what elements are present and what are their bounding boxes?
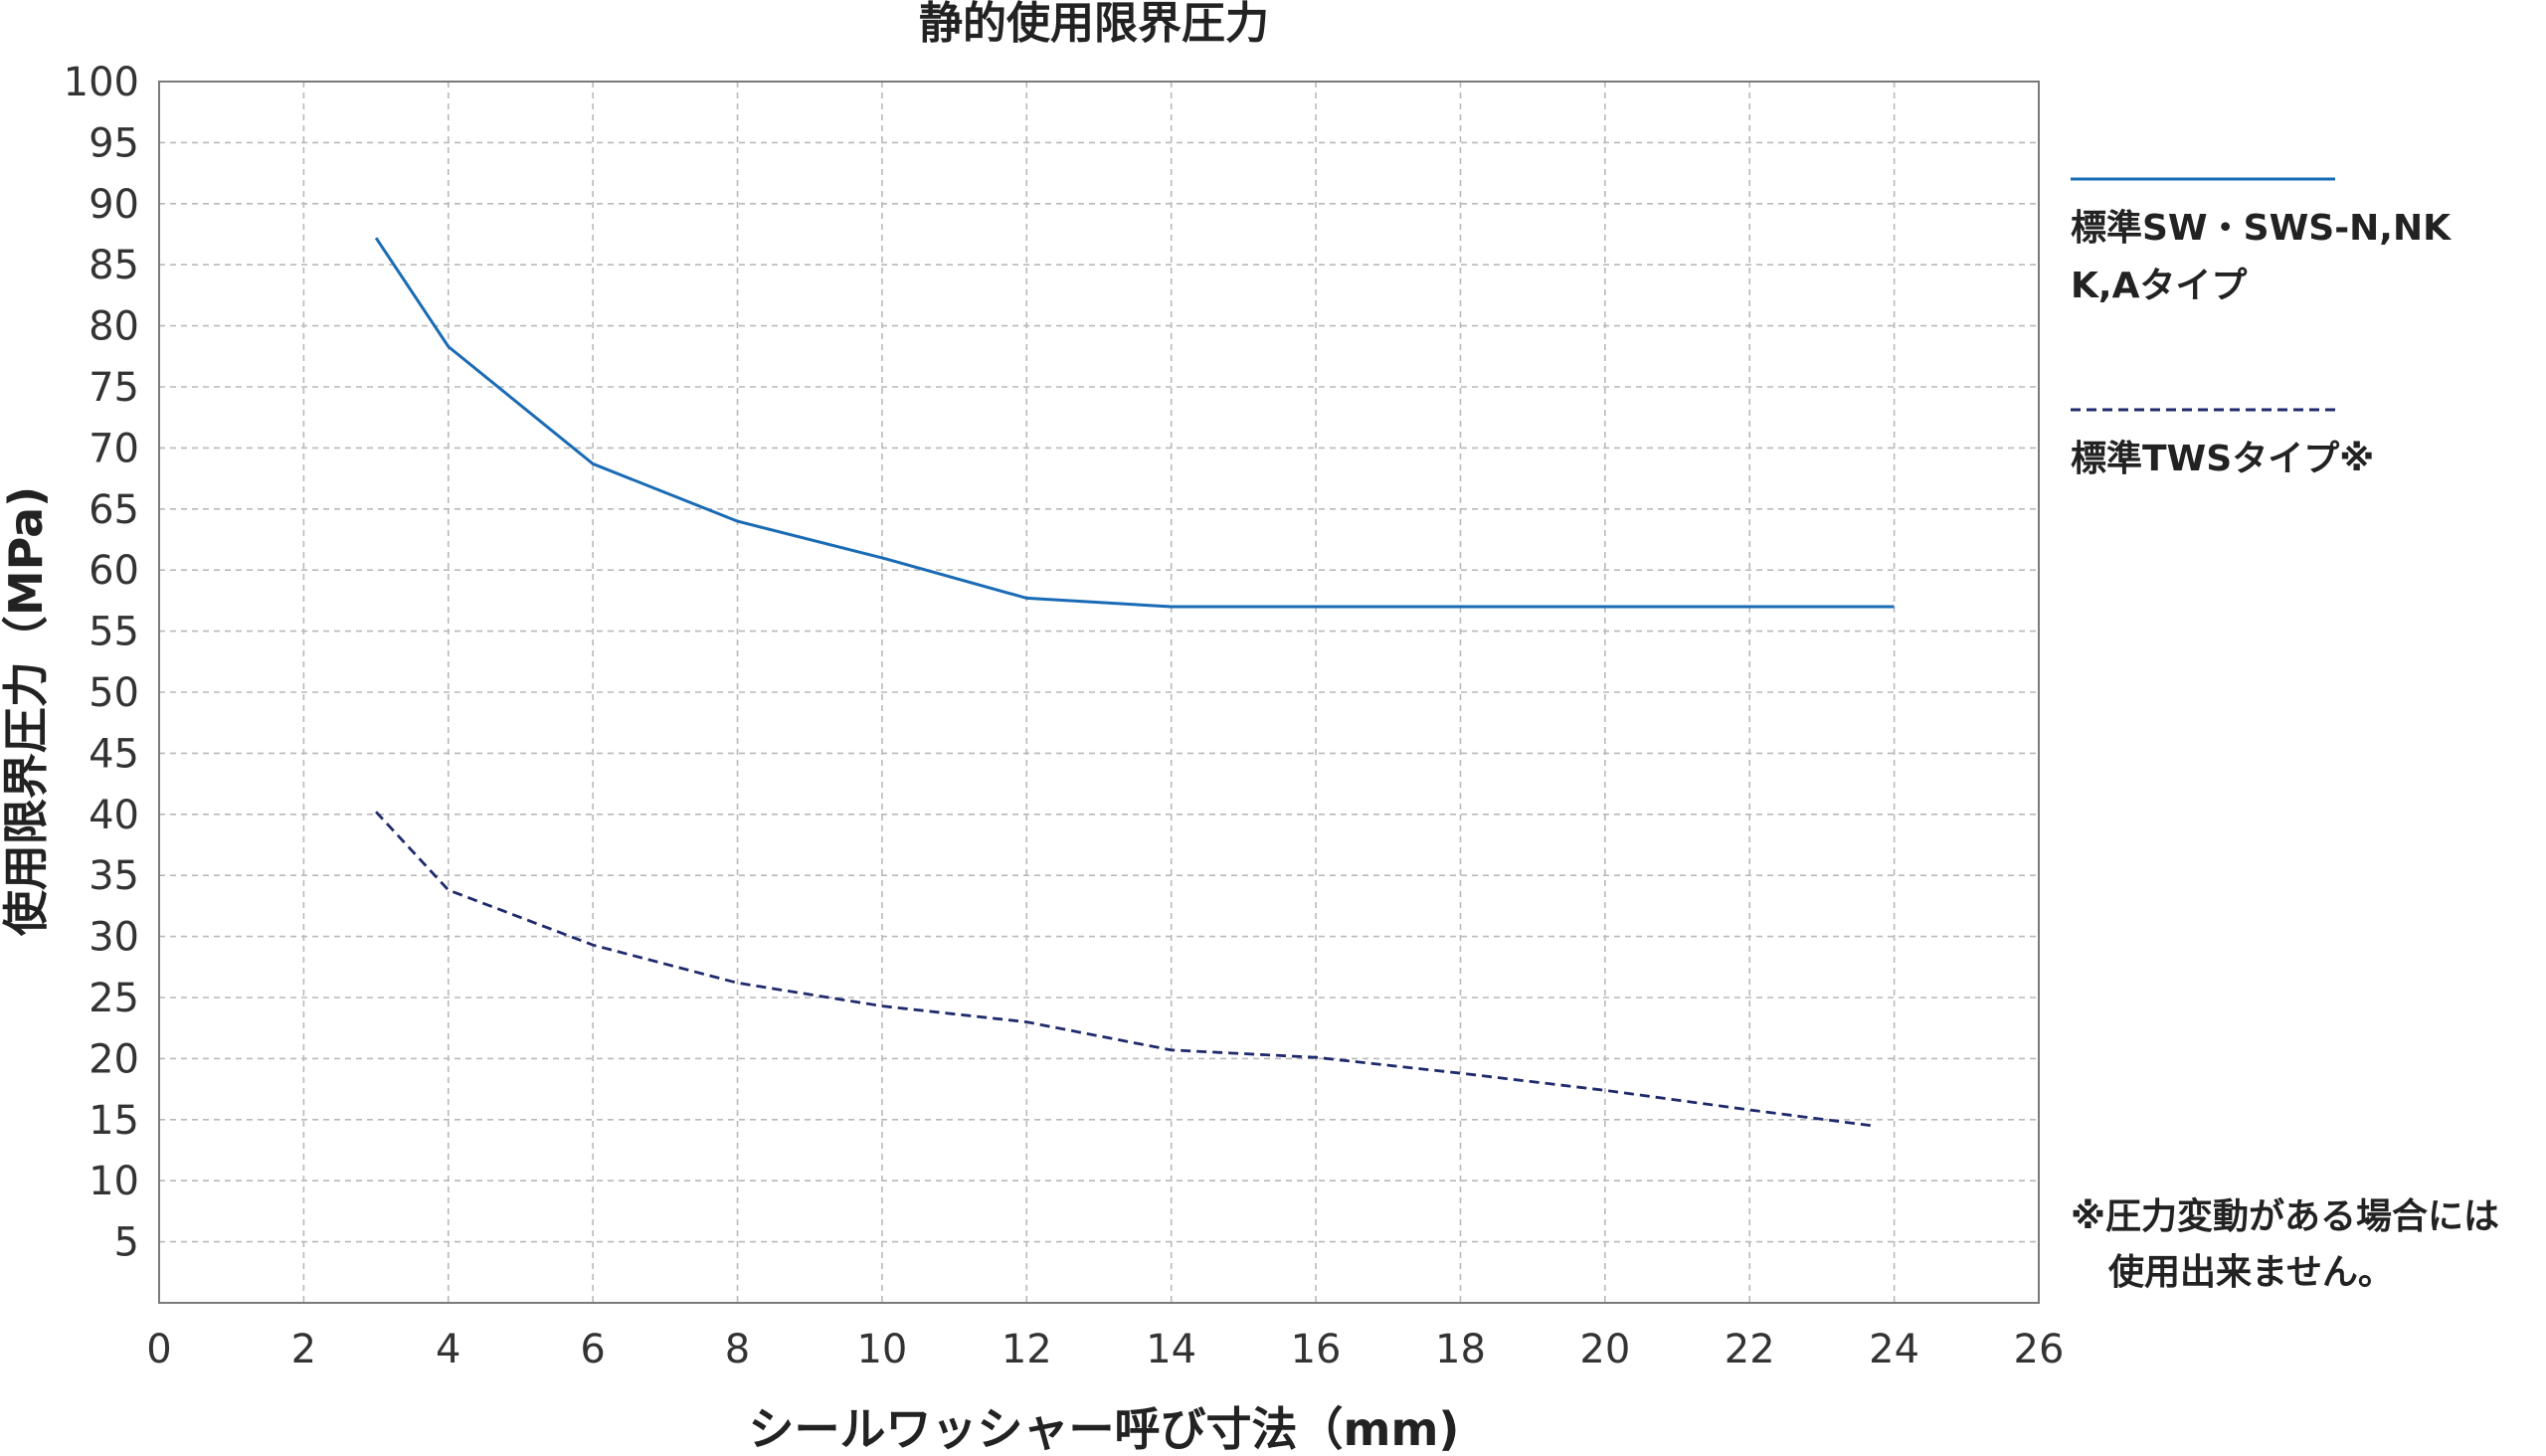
chart-title: 静的使用限界圧力 xyxy=(919,0,1269,49)
y-tick-label: 15 xyxy=(89,1098,139,1144)
series-lines xyxy=(374,237,1895,1128)
y-tick-label: 65 xyxy=(89,487,139,533)
x-tick-label: 0 xyxy=(146,1327,171,1372)
y-tick-label: 50 xyxy=(89,670,139,716)
legend-label: K,Aタイプ xyxy=(2071,266,2247,306)
series-line-2 xyxy=(375,811,1873,1128)
y-tick-label: 30 xyxy=(89,915,139,961)
y-axis-label: 使用限界圧力（MPa) xyxy=(0,486,53,936)
x-tick-label: 26 xyxy=(2014,1327,2065,1372)
y-tick-label: 100 xyxy=(64,60,139,105)
y-tick-label: 60 xyxy=(89,548,139,594)
x-tick-label: 16 xyxy=(1291,1327,1342,1372)
x-tick-label: 2 xyxy=(291,1327,316,1372)
x-tick-label: 12 xyxy=(1001,1327,1052,1372)
y-tick-label: 55 xyxy=(89,610,139,655)
y-tick-label: 90 xyxy=(89,182,139,228)
y-tick-label: 75 xyxy=(89,365,139,411)
x-tick-label: 22 xyxy=(1725,1327,1775,1372)
x-tick-label: 14 xyxy=(1146,1327,1196,1372)
y-tick-label: 70 xyxy=(89,426,139,471)
grid-lines xyxy=(159,82,2039,1303)
x-tick-label: 4 xyxy=(436,1327,460,1372)
y-tick-label: 45 xyxy=(89,731,139,777)
x-tick-label: 10 xyxy=(856,1327,907,1372)
y-tick-label: 95 xyxy=(89,120,139,166)
footnote-line: 使用出来ません。 xyxy=(2108,1252,2394,1293)
footnote-line: ※圧力変動がある場合には xyxy=(2071,1195,2499,1237)
y-tick-label: 10 xyxy=(89,1159,139,1204)
y-tick-label: 25 xyxy=(89,976,139,1021)
y-tick-label: 85 xyxy=(89,243,139,288)
x-tick-label: 24 xyxy=(1869,1327,1919,1372)
y-tick-label: 20 xyxy=(89,1036,139,1082)
x-axis-label: シールワッシャー呼び寸法（mm) xyxy=(749,1402,1460,1456)
x-tick-label: 6 xyxy=(580,1327,605,1372)
y-tick-label: 80 xyxy=(89,304,139,350)
series-line-1 xyxy=(374,237,1895,609)
y-tick-labels: 5 10 15 20 25 30 35 40 45 50 55 60 65 70 75 80 85 90 95 100 xyxy=(64,60,139,1266)
legend-label: 標準SW・SWS-N,NK xyxy=(2071,208,2452,249)
plot-area xyxy=(158,81,2040,1304)
x-tick-label: 20 xyxy=(1579,1327,1630,1372)
x-tick-label: 8 xyxy=(725,1327,750,1372)
y-tick-label: 35 xyxy=(89,853,139,899)
x-tick-label: 18 xyxy=(1435,1327,1486,1372)
legend-label: 標準TWSタイプ※ xyxy=(2071,439,2374,479)
x-tick-labels: 0 2 4 6 8 10 12 14 16 18 20 22 24 26 xyxy=(146,1327,2064,1372)
y-tick-label: 5 xyxy=(114,1220,139,1266)
y-tick-label: 40 xyxy=(89,793,139,838)
